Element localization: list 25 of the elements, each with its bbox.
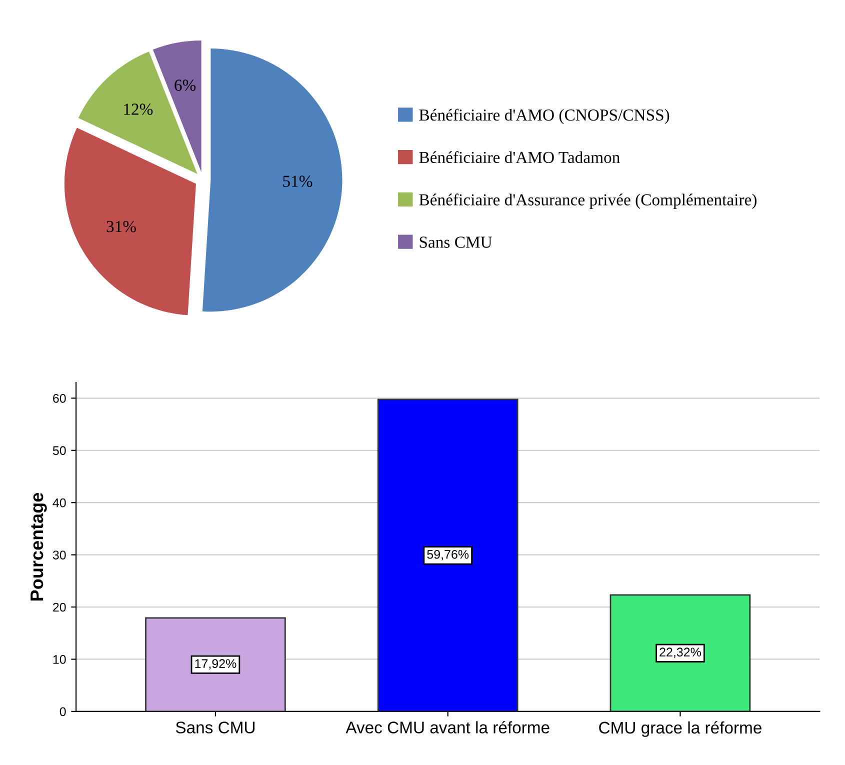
y-tick-label: 60 (53, 394, 66, 403)
bar (145, 617, 286, 712)
data-label: 6% (174, 80, 196, 91)
x-tick-label: CMU grace la réforme (599, 721, 762, 737)
bar (610, 594, 751, 712)
y-tick-label: 40 (52, 498, 66, 508)
y-tick-label: 0 (60, 707, 66, 716)
y-tick-label: 50 (52, 446, 66, 456)
bar (377, 398, 518, 712)
y-tick-label: 20 (53, 602, 66, 612)
data-label: 31% (106, 220, 136, 232)
y-tick-label: 10 (53, 655, 66, 664)
x-tick-label: Avec CMU avant la réforme (346, 720, 550, 734)
y-axis-title: Pourcentage (30, 492, 47, 600)
legend-label: Bénéficiaire d'AMO Tadamon (419, 151, 620, 164)
legend-label: Bénéficiaire d'Assurance privée (Complémentaire) (419, 194, 756, 209)
data-label: 59,76% (427, 550, 469, 560)
data-label: 22,32% (660, 648, 701, 658)
data-label: 12% (124, 104, 153, 115)
legend-label: Sans CMU (420, 236, 492, 248)
x-tick-label: Sans CMU (176, 722, 254, 734)
y-tick-label: 30 (52, 550, 66, 560)
data-label: 51% (283, 176, 312, 187)
data-label: 17,92% (195, 659, 236, 670)
legend-label: Bénéficiaire d'AMO (CNOPS/CNSS) (419, 108, 670, 124)
